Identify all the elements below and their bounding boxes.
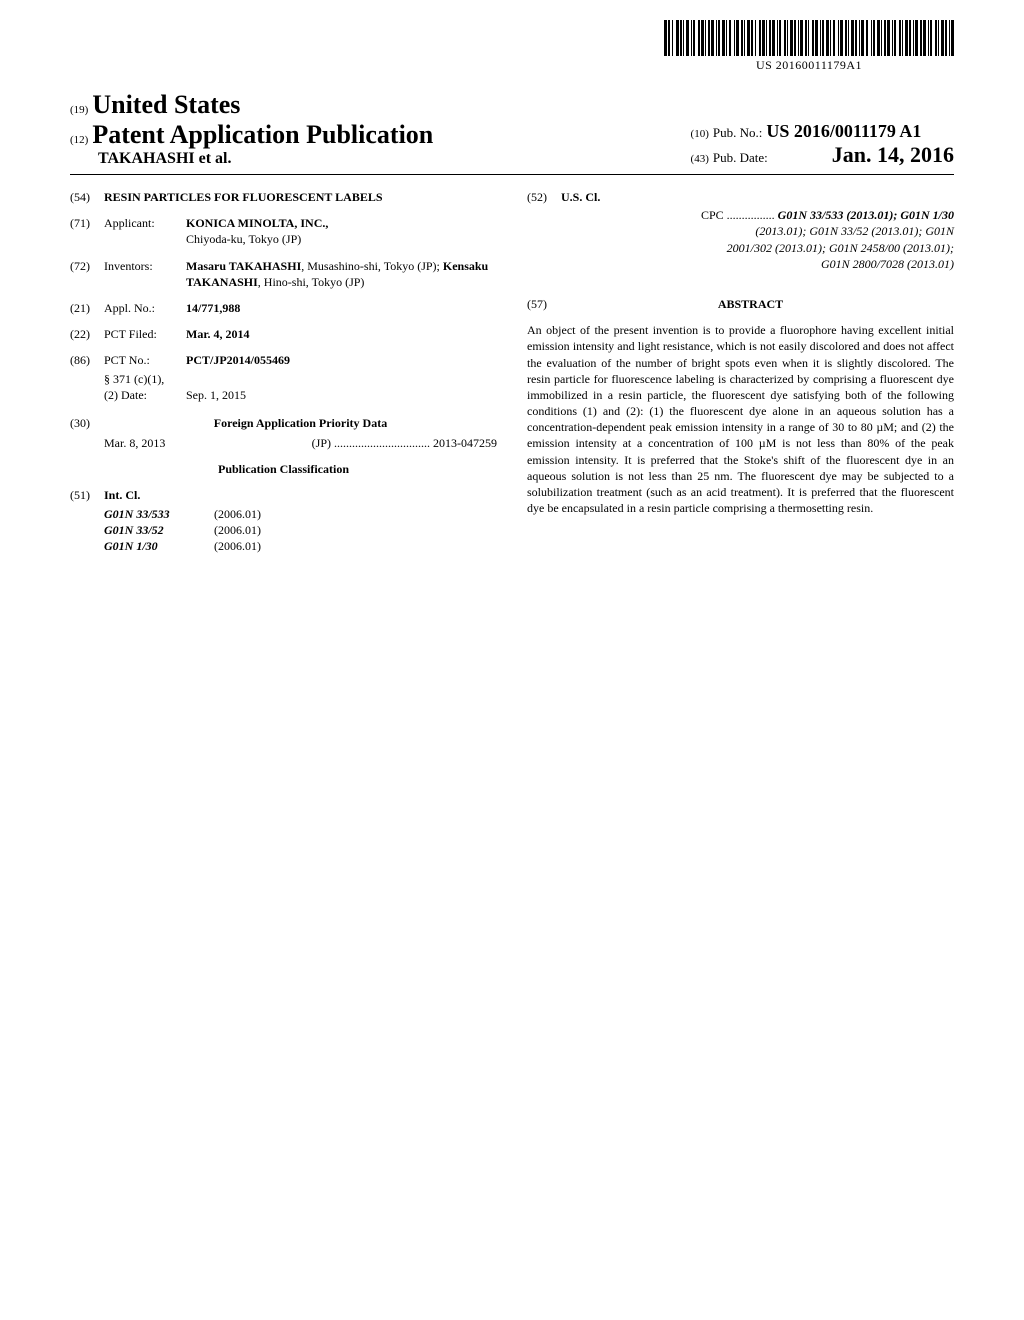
invention-title: RESIN PARTICLES FOR FLUORESCENT LABELS <box>104 189 497 205</box>
priority-country: (JP) <box>312 436 331 450</box>
code-19: (19) <box>70 104 88 116</box>
application-number: 14/771,988 <box>186 300 497 316</box>
abstract-label: ABSTRACT <box>547 296 954 312</box>
code-52: (52) <box>527 189 561 205</box>
intcl-label: Int. Cl. <box>104 487 497 503</box>
applicant-location: Chiyoda-ku, Tokyo (JP) <box>186 232 301 246</box>
priority-row: Mar. 8, 2013 (JP) ......................… <box>104 435 497 451</box>
abstract-text: An object of the present invention is to… <box>527 322 954 516</box>
publication-type: Patent Application Publication <box>92 120 433 149</box>
priority-dots: ................................ <box>334 436 430 450</box>
code-54: (54) <box>70 189 104 205</box>
content-columns: (54) RESIN PARTICLES FOR FLUORESCENT LAB… <box>70 189 954 554</box>
field-54-title: (54) RESIN PARTICLES FOR FLUORESCENT LAB… <box>70 189 497 205</box>
field-86-pctno: (86) PCT No.: PCT/JP2014/055469 <box>70 352 497 368</box>
code-22: (22) <box>70 326 104 342</box>
intcl-class-0: G01N 33/533 <box>104 506 214 522</box>
uscl-label: U.S. Cl. <box>561 189 954 205</box>
field-22-pctfiled: (22) PCT Filed: Mar. 4, 2014 <box>70 326 497 342</box>
header-left: (19) United States (12) Patent Applicati… <box>70 90 954 168</box>
cpc-line-3: G01N 2800/7028 (2013.01) <box>561 256 954 272</box>
field-72-inventors: (72) Inventors: Masaru TAKAHASHI, Musash… <box>70 258 497 290</box>
inventors-label: Inventors: <box>104 258 186 290</box>
field-86-sub: § 371 (c)(1), (2) Date: Sep. 1, 2015 <box>104 371 497 403</box>
inventor-2-location: , Hino-shi, Tokyo (JP) <box>258 275 365 289</box>
code-86: (86) <box>70 352 104 368</box>
date-2-label: (2) Date: <box>104 387 186 403</box>
pubdate-label: Pub. Date: <box>713 150 768 165</box>
code-30: (30) <box>70 415 104 431</box>
header-right: (10) Pub. No.: US 2016/0011179 A1 (43) P… <box>691 121 954 168</box>
field-52-uscl: (52) U.S. Cl. <box>527 189 954 205</box>
left-column: (54) RESIN PARTICLES FOR FLUORESCENT LAB… <box>70 189 497 554</box>
barcode-text: US 20160011179A1 <box>664 58 954 73</box>
cpc-prefix: CPC ................ <box>701 208 775 222</box>
authors: TAKAHASHI et al. <box>98 150 231 167</box>
field-21-applno: (21) Appl. No.: 14/771,988 <box>70 300 497 316</box>
patent-page: US 20160011179A1 (19) United States (12)… <box>0 0 1024 1320</box>
cpc-line-2: 2001/302 (2013.01); G01N 2458/00 (2013.0… <box>561 240 954 256</box>
cpc-line-1: (2013.01); G01N 33/52 (2013.01); G01N <box>561 223 954 239</box>
field-57-abstract-head: (57) ABSTRACT <box>527 296 954 312</box>
pctno-label: PCT No.: <box>104 352 186 368</box>
intcl-row-1: G01N 33/52 (2006.01) <box>104 522 497 538</box>
field-30-priority: (30) Foreign Application Priority Data <box>70 415 497 431</box>
intcl-year-1: (2006.01) <box>214 522 261 538</box>
pctfiled-label: PCT Filed: <box>104 326 186 342</box>
pct-number: PCT/JP2014/055469 <box>186 352 497 368</box>
divider-line <box>70 174 954 175</box>
intcl-year-2: (2006.01) <box>214 538 261 554</box>
intcl-class-1: G01N 33/52 <box>104 522 214 538</box>
pct-filed-date: Mar. 4, 2014 <box>186 326 497 342</box>
inventor-1-name: Masaru TAKAHASHI <box>186 259 301 273</box>
barcode-graphic <box>664 20 954 56</box>
field-71-applicant: (71) Applicant: KONICA MINOLTA, INC., Ch… <box>70 215 497 247</box>
priority-title: Foreign Application Priority Data <box>104 415 497 431</box>
code-10: (10) <box>691 128 709 140</box>
publication-date: Jan. 14, 2016 <box>832 142 954 167</box>
applno-label: Appl. No.: <box>104 300 186 316</box>
pubclass-heading: Publication Classification <box>70 461 497 477</box>
right-column: (52) U.S. Cl. CPC ................ G01N … <box>527 189 954 554</box>
applicant-label: Applicant: <box>104 215 186 247</box>
code-43: (43) <box>691 153 709 165</box>
field-51-intcl: (51) Int. Cl. <box>70 487 497 503</box>
header-block: (19) United States (12) Patent Applicati… <box>70 90 954 168</box>
inventor-1-location: , Musashino-shi, Tokyo (JP); <box>301 259 443 273</box>
pubno-label: Pub. No.: <box>713 125 762 140</box>
intcl-list: G01N 33/533 (2006.01) G01N 33/52 (2006.0… <box>104 506 497 555</box>
cpc-block: CPC ................ G01N 33/533 (2013.0… <box>561 207 954 272</box>
publication-number: US 2016/0011179 A1 <box>766 121 921 141</box>
applicant-name: KONICA MINOLTA, INC., <box>186 216 328 230</box>
code-57: (57) <box>527 296 547 312</box>
intcl-row-0: G01N 33/533 (2006.01) <box>104 506 497 522</box>
code-12: (12) <box>70 134 88 146</box>
cpc-line-0: G01N 33/533 (2013.01); G01N 1/30 <box>778 208 954 222</box>
intcl-year-0: (2006.01) <box>214 506 261 522</box>
priority-date: Mar. 8, 2013 <box>104 435 165 451</box>
intcl-class-2: G01N 1/30 <box>104 538 214 554</box>
code-71: (71) <box>70 215 104 247</box>
code-21: (21) <box>70 300 104 316</box>
country-name: United States <box>92 90 240 119</box>
section-371: § 371 (c)(1), <box>104 371 497 387</box>
intcl-row-2: G01N 1/30 (2006.01) <box>104 538 497 554</box>
code-51: (51) <box>70 487 104 503</box>
date-2-value: Sep. 1, 2015 <box>186 387 246 403</box>
barcode-block: US 20160011179A1 <box>664 20 954 73</box>
code-72: (72) <box>70 258 104 290</box>
priority-number: 2013-047259 <box>433 436 497 450</box>
